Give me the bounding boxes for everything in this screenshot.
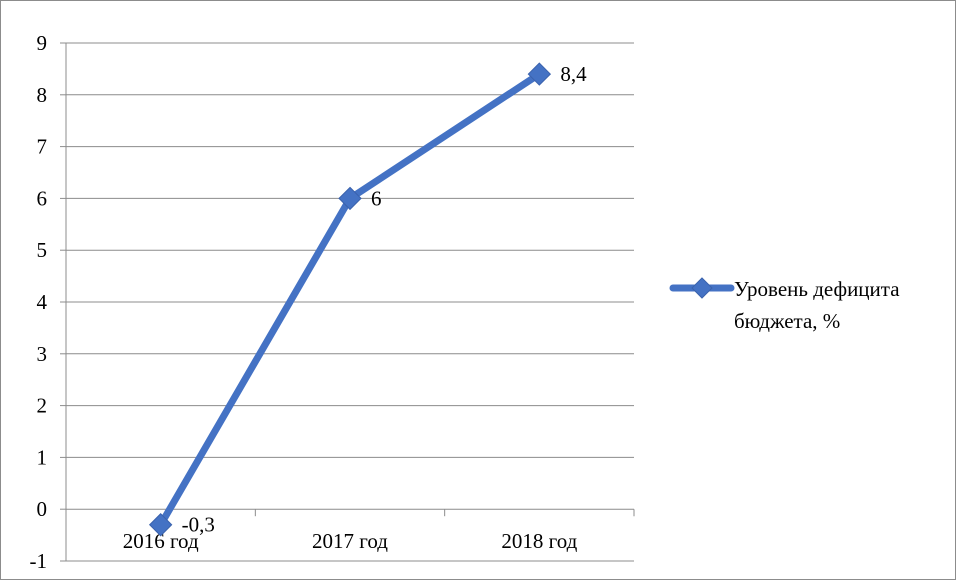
axes (60, 42, 635, 562)
legend-label: бюджета, % (734, 309, 840, 333)
data-label: -0,3 (182, 513, 215, 537)
data-point-marker (338, 186, 362, 211)
data-label: 6 (371, 186, 382, 210)
legend-label: Уровень дефицита (734, 277, 900, 301)
series-layer (148, 62, 552, 537)
x-tick-label: 2018 год (501, 529, 577, 553)
data-labels: -0,3 6 8,4 (182, 62, 587, 537)
y-tick-label: 1 (37, 445, 48, 469)
legend-marker (691, 277, 713, 299)
y-tick-label: 0 (37, 497, 48, 521)
x-tick-labels: 2016 год 2017 год 2018 год (123, 529, 578, 553)
gridlines (66, 42, 634, 562)
y-tick-label: 7 (37, 135, 48, 159)
y-tick-label: 6 (37, 186, 48, 210)
y-tick-label: 2 (37, 394, 48, 418)
y-tick-label: -1 (30, 549, 48, 573)
y-tick-label: 8 (37, 83, 48, 107)
data-point-marker (527, 62, 552, 86)
data-point-marker (148, 513, 173, 537)
x-tick-label: 2017 год (312, 529, 388, 553)
y-tick-labels: -1 0 1 2 3 4 5 6 7 8 9 (30, 31, 48, 573)
data-label: 8,4 (560, 62, 587, 86)
legend: Уровень дефицита бюджета, % (669, 277, 900, 333)
y-tick-label: 9 (37, 31, 48, 55)
y-tick-label: 4 (37, 290, 48, 314)
y-tick-label: 3 (37, 342, 48, 366)
y-tick-label: 5 (37, 238, 48, 262)
